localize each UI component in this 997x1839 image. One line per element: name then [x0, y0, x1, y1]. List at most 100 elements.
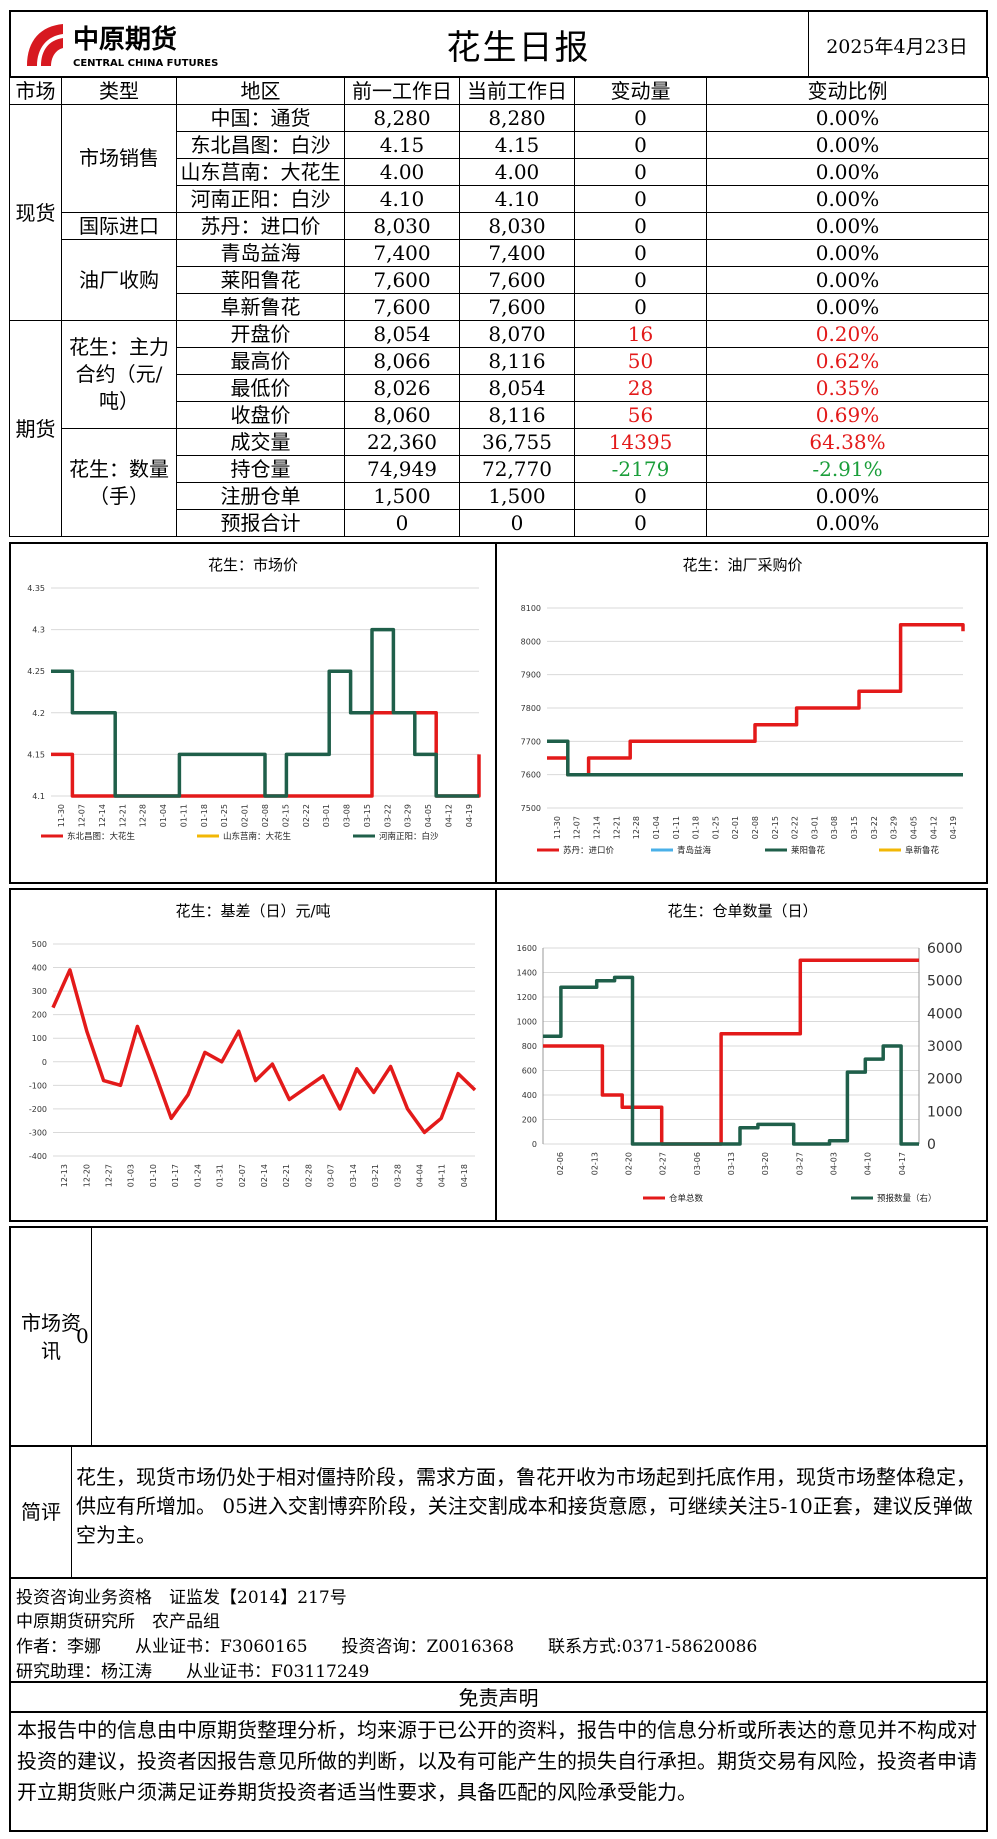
table-row: 期货 花生：主力合约（元/吨） 开盘价 8,054 8,070 16 0.20% [9, 320, 989, 537]
chart-title: 花生：市场价 [207, 556, 298, 574]
legend-label: 阜新鲁花 [905, 845, 940, 856]
x-tick-label: 03-15 [363, 804, 372, 827]
table-row: 注册仓单 1,500 1,500 0 0.00% [10, 482, 989, 510]
x-tick-label: 02-22 [302, 804, 311, 827]
header-curr-day: 当前工作日 [459, 77, 575, 105]
legend-label: 山东莒南：大花生 [223, 831, 292, 842]
x-tick-label: 04-19 [949, 816, 958, 839]
type-oil-mill: 油厂收购 [61, 239, 177, 321]
x-tick-label: 03-01 [322, 804, 331, 827]
x-tick-label: 12-07 [573, 816, 582, 839]
chart-panel-market-price: 花生：市场价 4.35 4.3 4.25 4.2 4.15 4.1 11-30 12-07 12… [11, 544, 497, 882]
warehouse-receipt-chart: 1600140012001000800600400200060005000400… [517, 941, 963, 1204]
x-tick-label: 04-10 [864, 1152, 873, 1175]
y-tick-label: 4.3 [32, 626, 45, 635]
x-tick-label: 01-25 [220, 804, 229, 827]
x-tick-label: 11-30 [57, 804, 66, 827]
x-tick-label: 02-21 [282, 1164, 291, 1187]
comment-section: 简评 花生，现货市场仍处于相对僵持阶段，需求方面，鲁花开收为市场起到托底作用，现… [9, 1445, 988, 1579]
company-logo: 中原期货 CENTRAL CHINA FUTURES [19, 18, 249, 73]
header-prev-day: 前一工作日 [344, 77, 460, 105]
x-tick-label: 12-21 [612, 816, 621, 839]
header-change-pct: 变动比例 [706, 77, 989, 105]
disclaimer-title: 免责声明 [9, 1683, 988, 1713]
price-table: 市场 类型 地区 前一工作日 当前工作日 变动量 变动比例 现货 市场销售 中国… [9, 77, 989, 537]
legend-label: 仓单总数 [669, 1193, 704, 1204]
header-change: 变动量 [574, 77, 707, 105]
x-tick-label: 02-20 [624, 1152, 633, 1175]
x-tick-label: 12-07 [78, 804, 87, 827]
x-tick-label: 04-11 [438, 1164, 447, 1187]
y2-tick-label: 0 [927, 1137, 936, 1153]
y-tick-label: -100 [29, 1081, 47, 1090]
x-tick-label: 12-28 [632, 816, 641, 839]
x-tick-label: 04-19 [465, 804, 474, 827]
x-tick-label: 04-12 [444, 804, 453, 827]
logo-text-cn: 中原期货 [73, 24, 177, 55]
institute-line: 中原期货研究所 农产品组 [16, 1612, 220, 1632]
x-tick-label: 01-04 [159, 804, 168, 827]
x-tick-label: 02-27 [659, 1152, 668, 1175]
x-tick-label: 03-01 [810, 816, 819, 839]
legend-label: 预报数量（右） [877, 1193, 937, 1204]
y-tick-label: -300 [29, 1128, 47, 1137]
author-line: 作者：李娜 从业证书：F3060165 投资咨询：Z0016368 联系方式:0… [16, 1637, 758, 1657]
x-tick-label: 03-29 [404, 804, 413, 827]
chart-panel-oil-mill-price: 花生：油厂采购价 8100 8000 7900 7800 7700 7600 7500 11-… [499, 544, 986, 882]
y-tick-label: 4.2 [32, 709, 45, 718]
comment-label: 简评 [11, 1447, 72, 1577]
y-tick-label: 4.35 [27, 584, 45, 593]
series-line-0 [51, 968, 477, 1135]
chart-title: 花生：基差（日）元/吨 [175, 902, 331, 920]
x-tick-label: 01-11 [179, 804, 188, 827]
x-tick-label: 12-21 [118, 804, 127, 827]
report-date: 2025年4月23日 [826, 36, 968, 58]
x-tick-label: 02-22 [791, 816, 800, 839]
x-tick-label: 02-13 [590, 1152, 599, 1175]
y-tick-label: 800 [522, 1042, 537, 1051]
y-tick-label: 1000 [517, 1018, 537, 1027]
chart-title: 花生：仓单数量（日） [667, 902, 818, 920]
y-tick-label: 8000 [521, 637, 541, 646]
legend-label: 东北昌图：大花生 [67, 831, 136, 842]
x-tick-label: 04-05 [909, 816, 918, 839]
x-tick-label: 02-01 [731, 816, 740, 839]
y-tick-label: 300 [32, 987, 47, 996]
y-tick-label: 7800 [521, 704, 541, 713]
table-row: 山东莒南：大花生 4.00 4.00 0 0.00% [10, 158, 989, 186]
series-line-0 [543, 958, 919, 1146]
header-type: 类型 [61, 77, 177, 105]
x-tick-label: 03-29 [890, 816, 899, 839]
x-tick-label: 03-15 [850, 816, 859, 839]
x-tick-label: 03-21 [371, 1164, 380, 1187]
x-tick-label: 03-06 [693, 1152, 702, 1175]
x-tick-label: 02-06 [556, 1152, 565, 1175]
y2-tick-label: 2000 [927, 1072, 963, 1088]
y-tick-label: 400 [522, 1091, 537, 1100]
y-tick-label: 200 [522, 1116, 537, 1125]
x-tick-label: 03-28 [393, 1164, 402, 1187]
y-tick-label: 100 [32, 1034, 47, 1043]
x-tick-label: 02-01 [241, 804, 250, 827]
table-row: 持仓量 74,949 72,770 -2179 -2.91% [10, 455, 989, 483]
x-tick-label: 12-27 [105, 1164, 114, 1187]
x-tick-label: 02-15 [281, 804, 290, 827]
chart-row-1: 花生：市场价 4.35 4.3 4.25 4.2 4.15 4.1 11-30 12-07 12… [9, 542, 988, 884]
table-row: 阜新鲁花 7,600 7,600 0 0.00% [10, 293, 989, 321]
chart-row-2: 花生：基差（日）元/吨 500 400 300 200 100 0 -100 -200 -300… [9, 888, 988, 1222]
x-tick-label: 01-24 [193, 1164, 202, 1187]
y-tick-label: 200 [32, 1011, 47, 1020]
type-market-sales: 市场销售 [61, 104, 177, 213]
x-tick-label: 02-28 [304, 1164, 313, 1187]
x-tick-label: 03-22 [383, 804, 392, 827]
y-tick-label: -200 [29, 1105, 47, 1114]
basis-chart: 500 400 300 200 100 0 -100 -200 -300 -400 12-13 12-… [29, 940, 477, 1187]
y-tick-label: 1600 [517, 944, 537, 953]
y-tick-label: 7900 [521, 671, 541, 680]
x-tick-label: 02-08 [261, 804, 270, 827]
y-tick-label: 8100 [521, 604, 541, 613]
y2-tick-label: 4000 [927, 1006, 963, 1022]
assistant-line: 研究助理：杨江涛 从业证书：F03117249 [16, 1662, 370, 1682]
comment-text: 花生，现货市场仍处于相对僵持阶段，需求方面，鲁花开收为市场起到托底作用，现货市场… [76, 1465, 976, 1547]
header-market: 市场 [9, 77, 62, 105]
